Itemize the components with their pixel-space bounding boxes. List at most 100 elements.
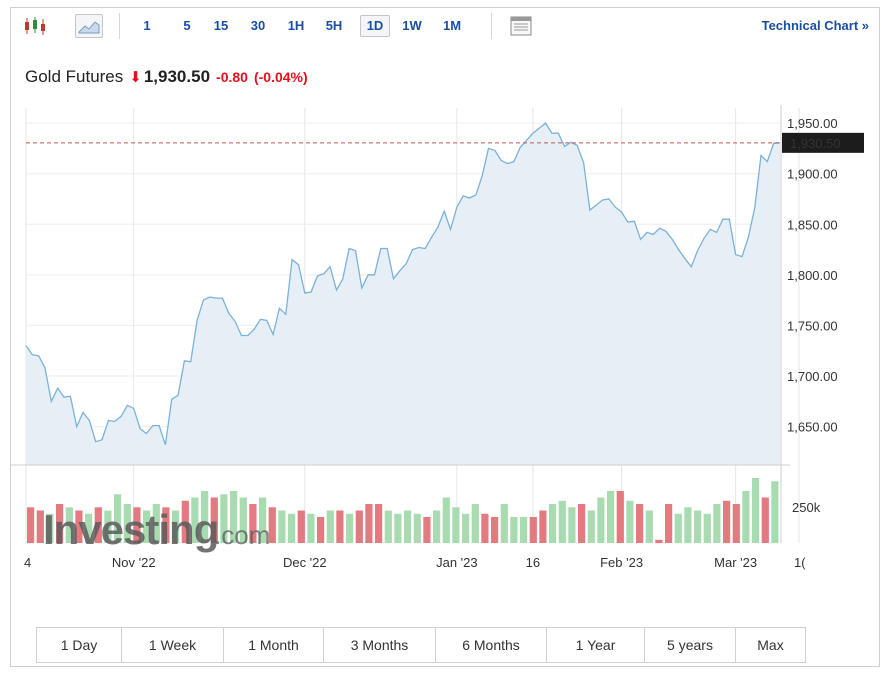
current-price-label: 1,930.50 — [790, 136, 841, 151]
volume-bar — [510, 517, 518, 543]
volume-bar — [36, 510, 44, 543]
volume-bar — [626, 500, 634, 544]
area-chart-icon[interactable] — [75, 14, 103, 38]
volume-bar — [172, 510, 180, 543]
volume-bar — [355, 510, 363, 543]
y-tick-label: 1,750.00 — [787, 318, 838, 333]
volume-bar — [655, 539, 663, 544]
down-arrow-icon: ⬇ — [129, 69, 142, 86]
interval-5[interactable]: 5 — [183, 18, 191, 33]
volume-bar — [723, 500, 731, 544]
x-tick-label: Nov '22 — [112, 555, 156, 570]
volume-bar — [307, 513, 315, 544]
volume-bar — [288, 513, 296, 544]
y-tick-label: 1,850.00 — [787, 217, 838, 232]
volume-bar — [578, 504, 586, 543]
table-icon[interactable] — [507, 14, 535, 38]
volume-bar — [471, 504, 479, 543]
volume-bar — [684, 507, 692, 544]
volume-bar — [384, 510, 392, 543]
volume-bar — [694, 510, 702, 543]
y-tick-label: 1,950.00 — [787, 116, 838, 131]
volume-bar — [27, 507, 35, 544]
x-tick-label: Jan '23 — [436, 555, 478, 570]
chart-toolbar: 1 5 15 30 1H 5H 1D 1W 1M Technical Chart » — [11, 8, 879, 44]
volume-bar — [239, 497, 247, 543]
current-price-tag — [782, 132, 864, 153]
investing-watermark: Investing — [43, 506, 218, 553]
volume-bar — [56, 504, 64, 543]
volume-bar — [65, 507, 73, 544]
last-price: 1,930.50 — [143, 67, 211, 86]
volume-bar — [674, 513, 682, 544]
volume-bar — [85, 513, 93, 544]
y-tick-label: 1,700.00 — [787, 369, 838, 384]
volume-bar — [549, 504, 557, 543]
volume-bar — [742, 491, 750, 543]
volume-bar — [752, 478, 760, 543]
volume-bar — [665, 504, 673, 543]
range-1-year[interactable]: 1 Year — [547, 628, 645, 662]
volume-bar — [587, 510, 595, 543]
interval-1m[interactable]: 1M — [442, 18, 462, 33]
price-change: -0.80 — [216, 69, 248, 85]
volume-bar — [278, 510, 286, 543]
volume-bar — [123, 504, 131, 543]
volume-bar — [210, 497, 218, 543]
volume-bar — [114, 494, 122, 544]
volume-bar — [75, 510, 83, 543]
quote-header: Gold Futures ⬇ 1,930.50 -0.80 (-0.04%) — [25, 66, 308, 88]
price-change-percent: (-0.04%) — [253, 69, 308, 85]
interval-1[interactable]: 1 — [143, 18, 151, 33]
range-selector: 1 Day 1 Week 1 Month 3 Months 6 Months 1 Year… — [36, 627, 806, 663]
volume-bar — [607, 491, 615, 543]
volume-bar — [230, 491, 238, 543]
toolbar-divider — [119, 13, 120, 39]
interval-15[interactable]: 15 — [213, 18, 229, 33]
volume-bar — [442, 497, 450, 543]
investing-watermark-suffix: .com — [214, 520, 270, 550]
chart-widget: 1 5 15 30 1H 5H 1D 1W 1M Technical Chart » Gold … — [10, 7, 880, 667]
volume-bar — [181, 500, 189, 544]
volume-bar — [104, 510, 112, 543]
interval-1w[interactable]: 1W — [402, 18, 422, 33]
range-1-month[interactable]: 1 Month — [224, 628, 324, 662]
volume-bar — [201, 491, 209, 543]
volume-bar — [713, 504, 721, 543]
range-max[interactable]: Max — [736, 628, 805, 662]
candlestick-icon[interactable] — [21, 14, 49, 38]
x-tick-label: Feb '23 — [600, 555, 643, 570]
volume-bar — [491, 517, 499, 543]
price-line — [25, 122, 781, 446]
volume-bar — [539, 510, 547, 543]
interval-30[interactable]: 30 — [250, 18, 266, 33]
volume-bar — [529, 517, 537, 543]
volume-bar — [365, 504, 373, 543]
volume-bar — [46, 513, 54, 544]
interval-5h[interactable]: 5H — [325, 18, 343, 33]
volume-bar — [520, 517, 528, 543]
technical-chart-link[interactable]: Technical Chart » — [761, 18, 869, 33]
volume-bar — [732, 504, 740, 543]
price-chart[interactable]: 1,950.00 1,900.00 1,850.00 1,800.00 1,750.00… — [11, 8, 879, 608]
volume-bar — [191, 497, 199, 543]
volume-bar — [413, 513, 421, 544]
volume-bar — [336, 510, 344, 543]
range-1-week[interactable]: 1 Week — [122, 628, 224, 662]
volume-bar — [597, 497, 605, 543]
volume-bar — [404, 510, 412, 543]
range-3-months[interactable]: 3 Months — [324, 628, 436, 662]
volume-bar — [94, 507, 102, 544]
volume-bar — [500, 504, 508, 543]
volume-bar — [152, 504, 160, 543]
volume-bar — [423, 517, 431, 543]
volume-bar — [143, 510, 151, 543]
interval-1h[interactable]: 1H — [287, 18, 305, 33]
volume-bar — [375, 504, 383, 543]
volume-bar — [761, 497, 769, 543]
interval-1d[interactable]: 1D — [360, 15, 390, 37]
volume-bar — [462, 513, 470, 544]
range-5-years[interactable]: 5 years — [645, 628, 736, 662]
range-6-months[interactable]: 6 Months — [436, 628, 547, 662]
range-1-day[interactable]: 1 Day — [37, 628, 122, 662]
